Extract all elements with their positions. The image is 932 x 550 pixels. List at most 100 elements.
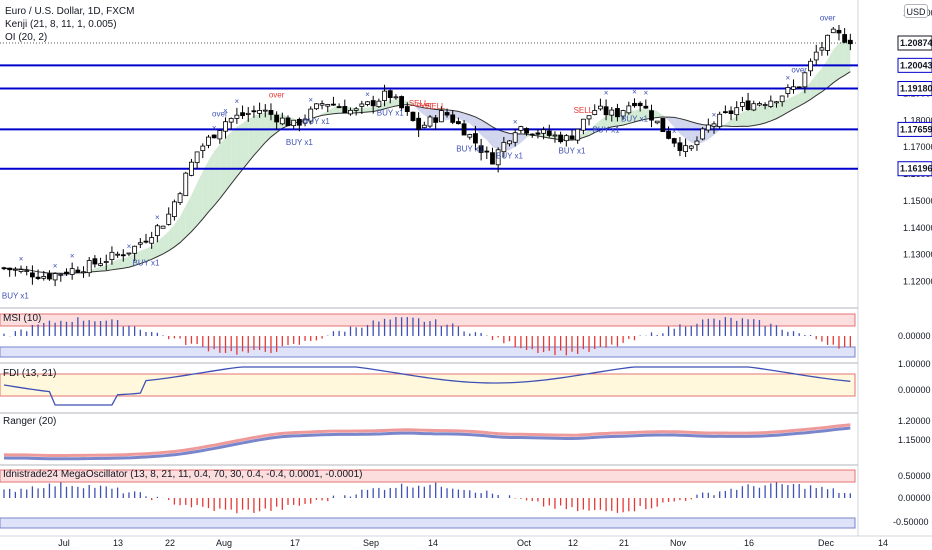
- kenji-band-segment: [759, 105, 766, 125]
- kenji-band-segment: [236, 123, 243, 177]
- candle-body: [603, 106, 609, 116]
- kenji-band-segment: [827, 49, 834, 88]
- kenji-band-segment: [418, 106, 425, 116]
- price-tick-label: 1.12000: [903, 277, 932, 287]
- kenji-band-segment: [628, 110, 635, 124]
- last-price-tag: [897, 35, 932, 51]
- kenji-band-segment: [94, 266, 101, 272]
- candle-body: [757, 103, 762, 106]
- candle-body: [813, 51, 819, 61]
- kenji-band-segment: [600, 115, 607, 131]
- candle-body: [217, 130, 223, 140]
- candle-body: [143, 240, 149, 243]
- kenji-band-segment: [134, 250, 141, 266]
- candle-body: [495, 149, 501, 166]
- kenji-band-segment: [253, 113, 260, 156]
- cross-marker: ×: [308, 95, 313, 104]
- kenji-band-segment: [225, 131, 232, 192]
- cross-marker: ×: [786, 73, 791, 82]
- kenji-band-segment: [168, 224, 175, 251]
- candle-body: [154, 225, 160, 236]
- candle-body: [69, 268, 75, 275]
- x-axis-label: 16: [744, 538, 754, 548]
- kenji-band-segment: [242, 119, 249, 170]
- candle-body: [126, 252, 132, 255]
- candle-body: [722, 111, 728, 114]
- over-signal-label: over: [820, 14, 836, 23]
- candle-body: [649, 110, 654, 121]
- candle-body: [711, 123, 717, 127]
- candle-body: [331, 103, 336, 106]
- candle-body: [234, 114, 240, 119]
- kenji-band-segment: [810, 74, 817, 100]
- candle-body: [245, 112, 251, 115]
- cross-marker: ×: [53, 261, 58, 270]
- candle-body: [569, 135, 575, 140]
- fdi-tick-label: 0.00000: [898, 385, 931, 395]
- candle-body: [785, 87, 791, 94]
- candle-body: [501, 142, 507, 153]
- level-price-tag: [897, 161, 932, 177]
- candle-body: [47, 273, 52, 280]
- candle-body: [450, 114, 456, 123]
- kenji-band-segment: [770, 104, 777, 121]
- candle-body: [455, 121, 461, 125]
- candle-body: [484, 150, 490, 153]
- kenji-band-segment: [714, 125, 720, 136]
- x-axis-label: 17: [290, 538, 300, 548]
- candle-body: [279, 117, 285, 125]
- candle-body: [615, 108, 620, 118]
- sell-signal-label: SELL: [409, 99, 429, 108]
- kenji-band-segment: [117, 258, 124, 269]
- x-axis-label: 14: [878, 538, 888, 548]
- candle-body: [308, 108, 314, 122]
- candle-body: [24, 270, 30, 272]
- candle-body: [507, 140, 512, 145]
- kenji-band-segment: [424, 107, 430, 119]
- kenji-band-segment: [520, 133, 527, 143]
- candle-body: [86, 260, 92, 274]
- x-axis-label: 22: [165, 538, 175, 548]
- kenji-band-segment: [793, 93, 800, 110]
- candle-body: [473, 133, 478, 144]
- cross-marker: ×: [155, 213, 160, 222]
- candle-body: [120, 254, 126, 257]
- candle-body: [194, 151, 200, 164]
- kenji-band-segment: [146, 246, 152, 262]
- cross-marker: ×: [70, 252, 75, 261]
- x-axis-label: 12: [568, 538, 578, 548]
- kenji-band-segment: [197, 171, 203, 226]
- price-tick-label: 1.13000: [903, 250, 932, 260]
- candle-body: [654, 120, 660, 124]
- ranger-tick-label: 1.15000: [898, 435, 931, 445]
- candle-body: [359, 103, 365, 107]
- candle-body: [291, 119, 297, 127]
- candle-body: [370, 100, 376, 107]
- candle-body: [552, 134, 558, 137]
- candle-body: [745, 100, 751, 111]
- candle-body: [529, 133, 535, 136]
- currency-button[interactable]: USD: [904, 4, 928, 18]
- candle-body: [643, 105, 649, 109]
- cross-marker: ×: [513, 118, 518, 127]
- candle-body: [319, 103, 325, 106]
- cross-marker: ×: [632, 87, 637, 96]
- fdi-label: FDI (13, 21): [3, 368, 56, 379]
- candle-body: [132, 245, 138, 254]
- ranger-label: Ranger (20): [3, 416, 56, 427]
- candle-body: [223, 121, 228, 132]
- mega-tick-label: 0.50000: [898, 471, 931, 481]
- fdi-band: [0, 373, 856, 397]
- candle-body: [796, 86, 802, 89]
- candle-body: [109, 251, 115, 260]
- candle-body: [325, 104, 331, 107]
- candle-body: [734, 107, 740, 116]
- candle-body: [382, 90, 387, 101]
- candle-body: [103, 261, 109, 263]
- msi-label: MSI (10): [3, 313, 41, 324]
- candle-body: [586, 115, 592, 120]
- kenji-band-segment: [668, 117, 675, 128]
- kenji-band-segment: [128, 253, 135, 268]
- kenji-band-segment: [163, 231, 169, 254]
